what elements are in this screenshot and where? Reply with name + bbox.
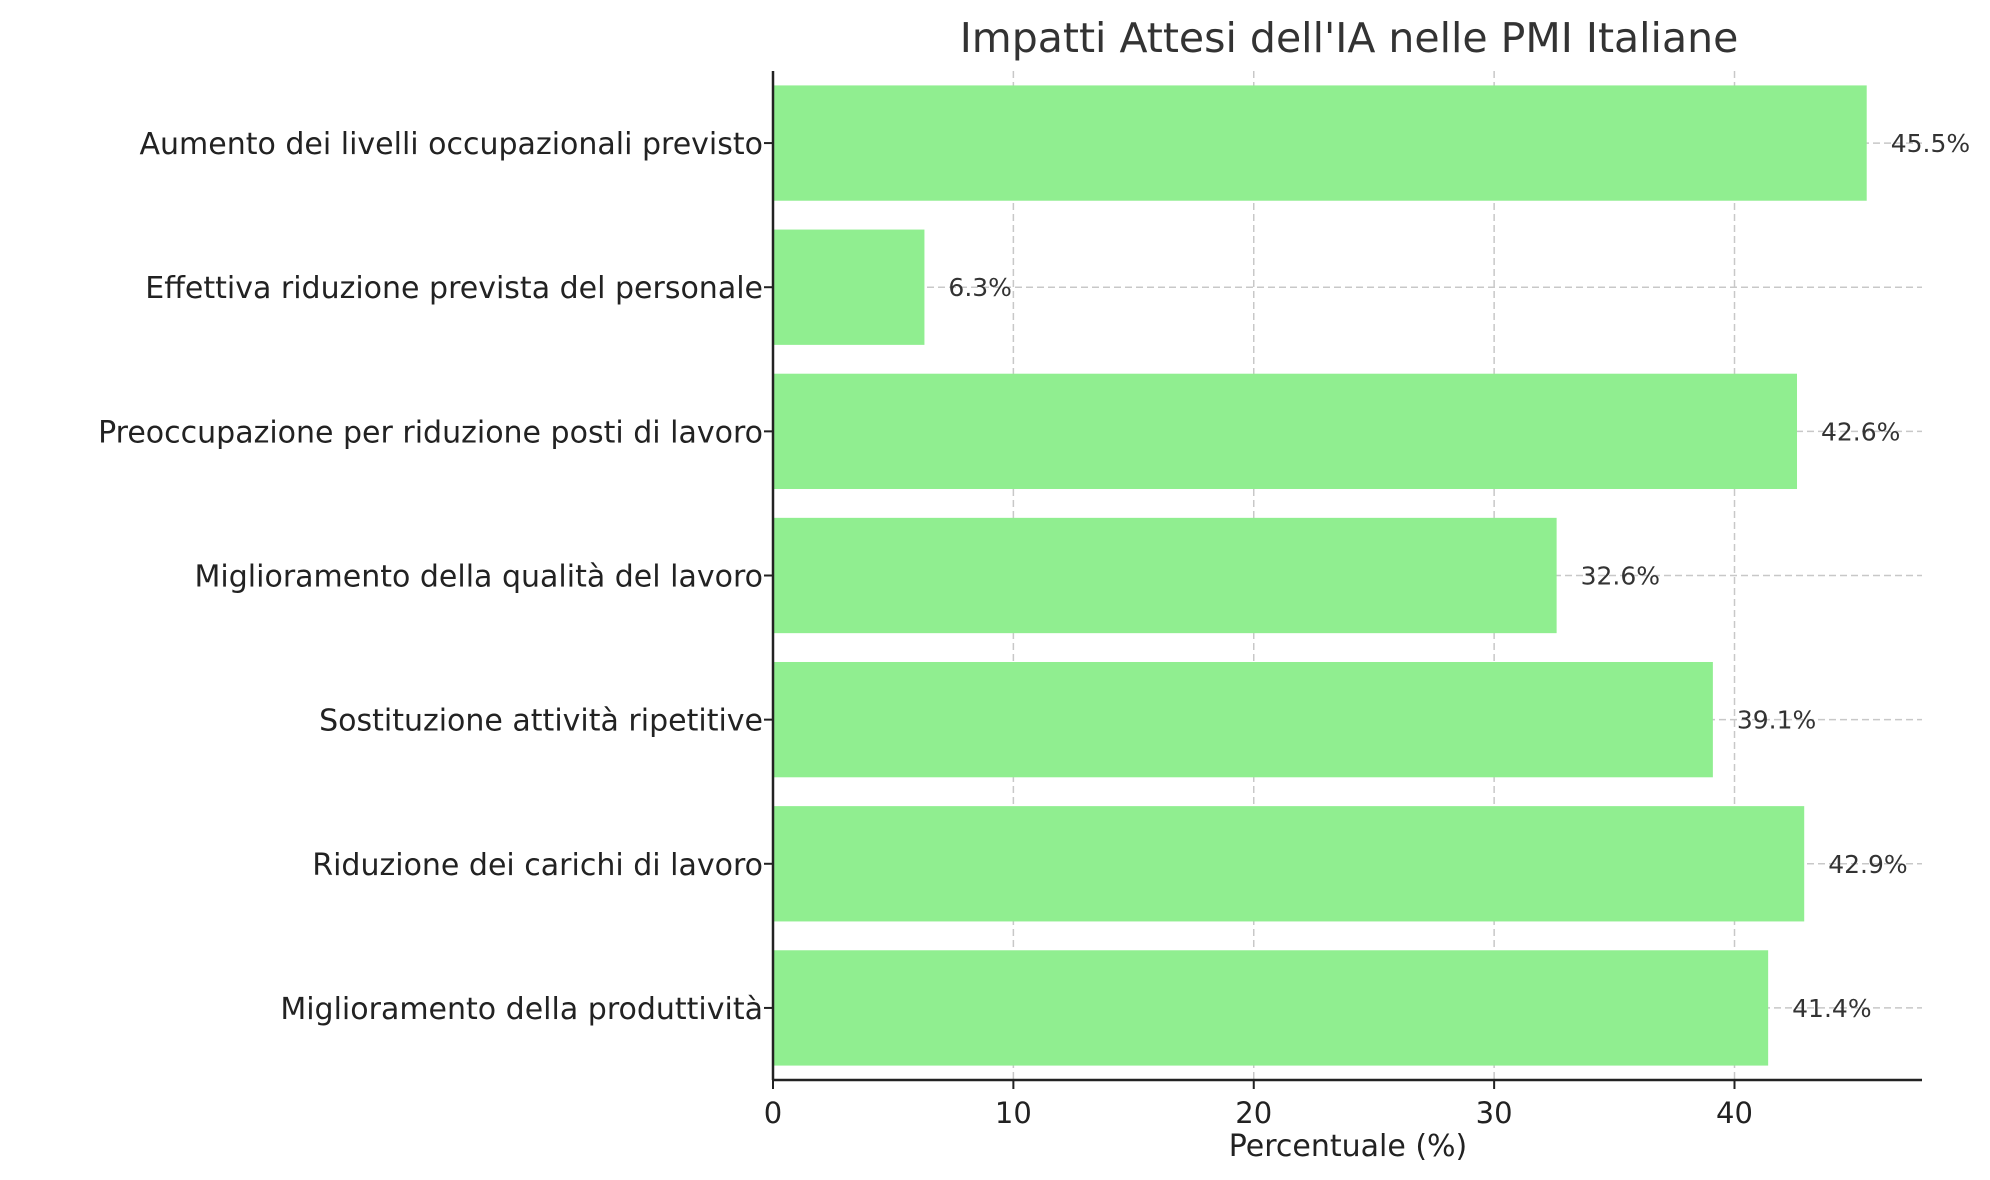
value-label: 41.4% [1792, 994, 1871, 1023]
chart-title: Impatti Attesi dell'IA nelle PMI Italian… [960, 14, 1739, 62]
x-tick-label: 0 [764, 1096, 782, 1130]
y-tick-label: Riduzione dei carichi di lavoro [312, 848, 763, 883]
x-tick-label: 40 [1716, 1096, 1753, 1130]
bar [773, 229, 925, 345]
y-tick-label: Sostituzione attività ripetitive [319, 704, 763, 739]
value-label: 42.9% [1828, 850, 1907, 879]
x-tick-label: 20 [1235, 1096, 1272, 1130]
y-tick-label: Miglioramento della produttività [280, 992, 763, 1027]
y-tick-label: Aumento dei livelli occupazionali previs… [139, 127, 763, 162]
bar [773, 517, 1557, 634]
y-tick-label: Effettiva riduzione prevista del persona… [145, 271, 763, 306]
value-label: 39.1% [1737, 706, 1816, 735]
value-label: 32.6% [1581, 562, 1660, 591]
x-tick-label: 10 [995, 1096, 1032, 1130]
x-axis-label: Percentuale (%) [1229, 1129, 1468, 1164]
value-label: 42.6% [1821, 417, 1900, 446]
x-tick-label: 30 [1476, 1096, 1513, 1130]
y-tick-label: Miglioramento della qualità del lavoro [195, 560, 763, 595]
bar [773, 373, 1798, 490]
bar [773, 661, 1713, 778]
value-label: 6.3% [948, 273, 1012, 302]
y-tick-label: Preoccupazione per riduzione posti di la… [98, 415, 763, 450]
bar [773, 950, 1769, 1066]
bar [773, 85, 1867, 201]
value-label: 45.5% [1891, 129, 1970, 158]
bar [773, 806, 1805, 922]
